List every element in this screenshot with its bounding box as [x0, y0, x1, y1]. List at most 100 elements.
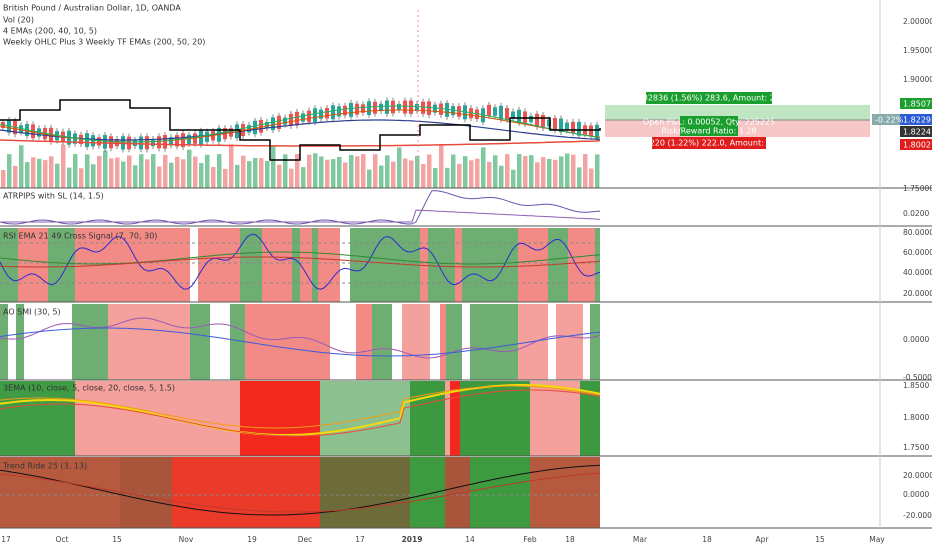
candle — [343, 105, 347, 116]
volume-bar — [385, 155, 390, 188]
candle — [421, 101, 425, 114]
volume-bar — [541, 157, 546, 188]
volume-bar — [175, 156, 180, 188]
panel-tick: 20.0000 — [903, 289, 932, 298]
time-tick: Mar — [633, 535, 648, 544]
candle — [493, 107, 497, 116]
signal-band — [240, 228, 262, 302]
candle — [469, 108, 473, 119]
volume-bar — [451, 154, 456, 188]
signal-band — [556, 304, 583, 380]
volume-bar — [25, 162, 30, 188]
panel-tick: 1.8000 — [903, 413, 929, 422]
candle — [181, 133, 185, 148]
candle — [445, 102, 449, 117]
ema-40 — [0, 119, 601, 141]
candle — [133, 139, 137, 147]
signal-band — [75, 228, 190, 302]
signal-band — [460, 381, 530, 456]
candle — [511, 111, 515, 119]
signal-band — [340, 228, 350, 302]
signal-band — [568, 228, 595, 302]
panel-tick: 0.0000 — [903, 335, 929, 344]
time-tick: Nov — [179, 535, 194, 544]
volume-bar — [565, 153, 570, 188]
panel-tick: 20.0000 — [903, 471, 932, 480]
candle — [571, 121, 575, 134]
panel-title: 3EMA (10, close, 5, close, 20, close, 5,… — [3, 384, 175, 393]
signal-band — [446, 304, 462, 380]
signal-band — [445, 457, 470, 528]
candle — [577, 121, 581, 136]
indicator-label: 4 EMAs (200, 40, 10, 5) — [3, 27, 97, 36]
volume-bar — [283, 154, 288, 188]
volume-bar — [577, 167, 582, 188]
smi-line — [0, 327, 601, 357]
time-tick: 2019 — [402, 535, 423, 544]
signal-band — [318, 228, 340, 302]
candle — [193, 133, 197, 144]
signal-band — [518, 304, 548, 380]
candle — [187, 134, 191, 145]
signal-band — [8, 304, 16, 380]
candle — [403, 100, 407, 114]
panel-tick: 0.0200 — [903, 209, 929, 218]
signal-band — [210, 304, 230, 380]
volume-bar — [145, 159, 150, 188]
candle — [361, 104, 365, 113]
signal-band — [445, 381, 450, 456]
ema-line — [0, 385, 601, 429]
volume-bar — [391, 161, 396, 188]
volume-bar — [247, 161, 252, 188]
candle — [427, 101, 431, 115]
volume-bar — [289, 168, 294, 188]
signal-band — [24, 304, 72, 380]
volume-bar — [163, 154, 168, 188]
candle — [109, 136, 113, 149]
time-tick: Feb — [523, 535, 537, 544]
volume-bar — [505, 154, 510, 188]
volume-bar — [91, 164, 96, 188]
candle — [565, 122, 569, 131]
target-zone — [605, 105, 870, 120]
volume-bar — [301, 167, 306, 188]
volume-bar — [373, 154, 378, 188]
candle — [259, 119, 263, 133]
signal-band — [410, 457, 445, 528]
volume-bar — [271, 145, 276, 188]
signal-band — [440, 304, 446, 380]
signal-band — [428, 228, 455, 302]
candle — [139, 136, 143, 150]
volume-bar — [445, 167, 450, 188]
candle — [145, 136, 149, 150]
volume-bar — [337, 156, 342, 188]
candle — [307, 110, 311, 123]
volume-bar — [313, 153, 318, 188]
time-tick: May — [869, 535, 885, 544]
price-tick: 1.90000 — [903, 75, 932, 84]
candle — [271, 117, 275, 131]
weekly-ohlc — [0, 99, 601, 161]
time-tick: 18 — [565, 535, 575, 544]
volume-bar — [481, 147, 486, 188]
time-tick: 18 — [702, 535, 712, 544]
signal-band — [583, 304, 590, 380]
volume-bar — [295, 154, 300, 188]
volume-bar — [433, 168, 438, 188]
volume-bar — [253, 157, 258, 188]
volume-bar — [115, 157, 120, 188]
candle — [277, 115, 281, 130]
volume-bar — [403, 158, 408, 188]
time-tick: 19 — [247, 535, 257, 544]
signal-band — [402, 304, 430, 380]
volume-bar — [511, 169, 516, 188]
trend-line — [0, 472, 601, 513]
rsi-line — [0, 233, 601, 290]
signal-band — [75, 381, 240, 456]
volume-bar — [379, 165, 384, 188]
time-tick: Oct — [56, 535, 69, 544]
panel-tick: 1.7500 — [903, 443, 929, 452]
price-tick: 1.75000 — [903, 184, 932, 193]
symbol-title: British Pound / Australian Dollar, 1D, O… — [3, 4, 181, 13]
